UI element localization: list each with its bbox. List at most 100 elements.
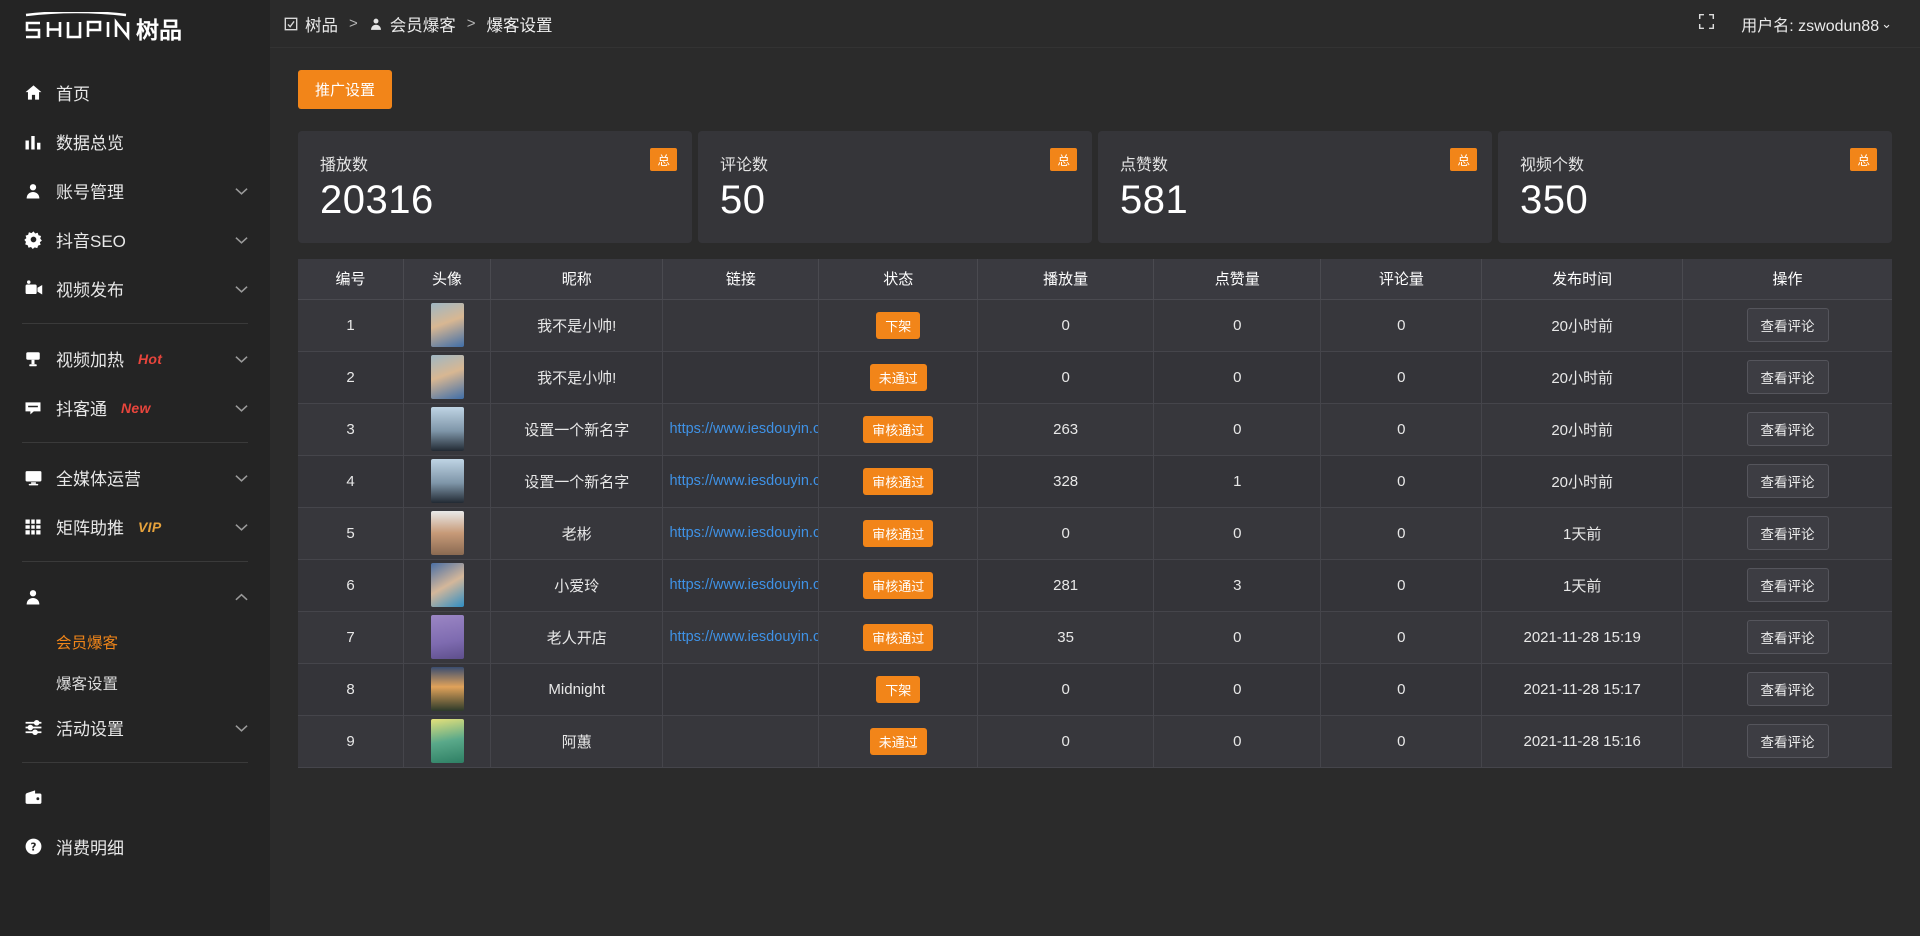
chevron-down-icon[interactable] — [235, 468, 248, 488]
stat-value: 50 — [720, 178, 766, 222]
cell-plays: 263 — [977, 403, 1155, 456]
promotion-settings-button[interactable]: 推广设置 — [298, 70, 393, 109]
sidebar-item-account-management[interactable]: 账号管理 — [0, 166, 270, 215]
chevron-down-icon[interactable] — [235, 517, 248, 537]
fullscreen-icon[interactable] — [1698, 13, 1715, 35]
view-comments-button[interactable]: 查看评论 — [1746, 672, 1829, 706]
table-row: 1 我不是小帅! - 下架 0 0 0 20小时前 查看评论 — [298, 299, 1892, 352]
sidebar-item-label: 抖音SEO — [56, 232, 126, 251]
cell-comments: 0 — [1320, 611, 1483, 664]
cell-plays: 0 — [977, 299, 1155, 352]
video-link[interactable]: https://www.iesdouyin.c — [669, 421, 819, 437]
row-likes: 0 — [1233, 368, 1242, 386]
topbar: 树品 > 会员爆客 > 爆客设置 — [270, 0, 1920, 48]
view-comments-button[interactable]: 查看评论 — [1746, 412, 1829, 446]
cell-avatar — [403, 403, 492, 456]
cell-id: 8 — [298, 663, 404, 716]
cell-plays: 35 — [977, 611, 1155, 664]
member-icon — [22, 586, 44, 608]
chevron-down-icon[interactable] — [235, 349, 248, 369]
cell-nickname: 老人开店 — [490, 611, 664, 664]
brand-logo[interactable]: 树品 — [0, 0, 270, 58]
sidebar-item-label: 首页 — [56, 85, 90, 104]
status-badge[interactable]: 审核通过 — [863, 623, 934, 651]
sidebar-item-home[interactable]: 首页 — [0, 68, 270, 117]
sidebar-item-data-overview[interactable]: 数据总览 — [0, 117, 270, 166]
sidebar-subitem-label: 爆客设置 — [56, 675, 119, 693]
sidebar-item-media-operation[interactable]: 全媒体运营 — [0, 453, 270, 502]
video-link[interactable]: https://www.iesdouyin.c — [669, 577, 819, 593]
cell-actions: 查看评论 — [1682, 351, 1892, 404]
cell-comments: 0 — [1320, 559, 1483, 612]
wallet-icon — [22, 787, 44, 809]
cell-avatar — [403, 299, 492, 352]
status-badge[interactable]: 审核通过 — [863, 571, 934, 599]
sidebar-item-member-baoke[interactable] — [0, 572, 270, 621]
view-comments-button[interactable]: 查看评论 — [1746, 516, 1829, 550]
video-link[interactable]: https://www.iesdouyin.c — [669, 629, 819, 645]
sidebar-item-video-boost[interactable]: 视频加热 Hot — [0, 334, 270, 383]
video-link[interactable]: https://www.iesdouyin.c — [669, 525, 819, 541]
cell-plays: 281 — [977, 559, 1155, 612]
row-id: 6 — [346, 576, 355, 594]
row-comments: 0 — [1397, 524, 1406, 542]
view-comments-button[interactable]: 查看评论 — [1746, 724, 1829, 758]
video-link[interactable]: https://www.iesdouyin.c — [669, 473, 819, 489]
sidebar-item-matrix-boost[interactable]: 矩阵助推 VIP — [0, 502, 270, 551]
chevron-down-icon[interactable] — [235, 279, 248, 299]
chevron-down-icon[interactable] — [235, 398, 248, 418]
sidebar-item-video-publish[interactable]: 视频发布 — [0, 264, 270, 313]
sidebar-item-consumption-detail[interactable] — [0, 773, 270, 822]
view-comments-button[interactable]: 查看评论 — [1746, 464, 1829, 498]
cell-id: 5 — [298, 507, 404, 560]
cell-comments: 0 — [1320, 299, 1483, 352]
sidebar-item-lead-monitor[interactable]: 活动设置 — [0, 703, 270, 752]
status-badge[interactable]: 下架 — [876, 311, 921, 339]
status-badge[interactable]: 下架 — [876, 675, 921, 703]
view-comments-button[interactable]: 查看评论 — [1746, 568, 1829, 602]
sidebar-subitem-activity-settings[interactable]: 爆客设置 — [0, 662, 270, 703]
empty-link: - — [738, 733, 743, 750]
sidebar-item-label: 矩阵助推 — [56, 519, 124, 538]
stat-card-likes: 点赞数 581 总 — [1098, 131, 1492, 243]
cell-link: https://www.iesdouyin.c — [662, 559, 820, 612]
view-comments-button[interactable]: 查看评论 — [1746, 360, 1829, 394]
col-id: 编号 — [298, 259, 404, 300]
chevron-down-icon[interactable] — [235, 230, 248, 250]
sidebar-divider — [22, 442, 248, 443]
cell-time: 20小时前 — [1481, 403, 1684, 456]
cell-nickname: 设置一个新名字 — [490, 403, 664, 456]
sliders-icon — [22, 717, 44, 739]
status-badge[interactable]: 审核通过 — [863, 467, 934, 495]
status-badge[interactable]: 审核通过 — [863, 519, 934, 547]
sidebar-item-doukettong[interactable]: 抖客通 New — [0, 383, 270, 432]
view-comments-button[interactable]: 查看评论 — [1746, 308, 1829, 342]
cell-id: 9 — [298, 715, 404, 768]
breadcrumb-item-current: 爆客设置 — [487, 12, 553, 36]
status-badge[interactable]: 未通过 — [869, 363, 927, 391]
table-row: 6 小爱玲 https://www.iesdouyin.c 审核通过 281 3 0 1天前 查… — [298, 559, 1892, 612]
sidebar-item-instructions[interactable]: ? 消费明细 — [0, 822, 270, 871]
chevron-down-icon[interactable] — [235, 181, 248, 201]
row-id: 3 — [346, 420, 355, 438]
view-comments-button[interactable]: 查看评论 — [1746, 620, 1829, 654]
page-content: 推广设置 播放数 20316 总 评论数 50 总 点赞数 581 总 — [270, 48, 1920, 936]
cell-time: 2021-11-28 15:16 — [1481, 715, 1684, 768]
row-comments: 0 — [1397, 732, 1406, 750]
table-row: 8 Midnight - 下架 0 0 0 2021-11-28 15:17 查看评论 — [298, 663, 1892, 716]
breadcrumb-item-member[interactable]: 会员爆客 — [369, 12, 456, 36]
cell-nickname: 我不是小帅! — [490, 351, 664, 404]
row-nickname: 小爱玲 — [554, 577, 600, 595]
cell-likes: 0 — [1153, 403, 1322, 456]
status-badge[interactable]: 审核通过 — [863, 415, 934, 443]
chevron-up-icon[interactable] — [235, 587, 248, 607]
chevron-down-icon[interactable] — [235, 718, 248, 738]
sidebar-item-douyin-seo[interactable]: 抖音SEO — [0, 215, 270, 264]
stat-value: 581 — [1120, 178, 1189, 222]
sidebar-subitem-baoke-settings[interactable]: 会员爆客 — [0, 621, 270, 662]
topbar-right: 用户名: zswodun88 ⌄ — [1698, 12, 1892, 36]
row-likes: 0 — [1233, 316, 1242, 334]
status-badge[interactable]: 未通过 — [869, 727, 927, 755]
user-menu[interactable]: 用户名: zswodun88 ⌄ — [1741, 12, 1892, 36]
breadcrumb-item-root[interactable]: 树品 — [284, 12, 338, 36]
